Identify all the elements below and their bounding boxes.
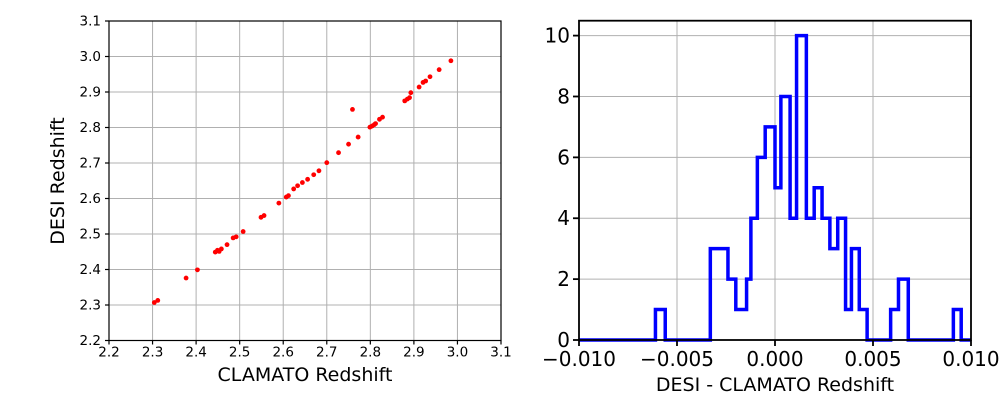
- y-tick-label: 4: [557, 206, 570, 230]
- y-tick-label: 3.0: [80, 49, 101, 65]
- x-tick-label: 3.0: [447, 345, 468, 361]
- x-tick-label: 0.005: [844, 347, 901, 371]
- axis-ticks: [105, 20, 502, 345]
- x-tick-label: 2.2: [98, 345, 119, 361]
- x-tick-label: −0.010: [542, 347, 616, 371]
- y-tick-label: 2.6: [80, 191, 101, 207]
- y-tick-label: 6: [557, 145, 570, 169]
- histogram-panel: −0.010 −0.005 0.000 0.005 0.010 0 2 4 6 8 10: [542, 19, 1000, 371]
- y-tick-label: 8: [557, 84, 570, 108]
- axis-ticks: [573, 34, 972, 346]
- x-tick-label: 2.9: [403, 345, 424, 361]
- scatter-points: [151, 58, 454, 305]
- y-tick-label: 2.4: [80, 262, 101, 278]
- tick-labels: 2.2 2.3 2.4 2.5 2.6 2.7 2.8 2.9 3.0 3.1 2.2 2.3 2.4 2…: [80, 14, 512, 361]
- y-tick-label: 2.2: [80, 333, 101, 349]
- scatter-ylabel: DESI Redshift: [47, 117, 69, 244]
- y-tick-label: 0: [557, 328, 570, 352]
- x-tick-label: 0.010: [942, 347, 999, 371]
- histogram-xlabel: DESI - CLAMATO Redshift: [656, 374, 894, 396]
- x-tick-label: 2.8: [360, 345, 381, 361]
- scatter-xlabel: CLAMATO Redshift: [218, 364, 393, 386]
- y-tick-label: 2.3: [80, 298, 101, 314]
- y-tick-label: 2.7: [80, 156, 101, 172]
- scatter-panel: 2.2 2.3 2.4 2.5 2.6 2.7 2.8 2.9 3.0 3.1 2.2 2.3 2.4 2…: [80, 14, 512, 361]
- x-tick-label: 2.6: [272, 345, 293, 361]
- x-tick-label: 2.5: [229, 345, 250, 361]
- y-tick-label: 10: [545, 24, 570, 48]
- tick-labels: −0.010 −0.005 0.000 0.005 0.010 0 2 4 6 8 10: [542, 24, 1000, 371]
- y-tick-label: 2: [557, 267, 570, 291]
- y-tick-label: 2.9: [80, 85, 101, 101]
- y-tick-label: 2.5: [80, 227, 101, 243]
- plot-frame: [108, 20, 502, 342]
- x-tick-label: −0.005: [640, 347, 714, 371]
- x-tick-label: 2.7: [316, 345, 337, 361]
- x-tick-label: 2.3: [142, 345, 163, 361]
- y-tick-label: 2.8: [80, 120, 101, 136]
- grid-lines: [108, 20, 502, 341]
- x-tick-label: 2.4: [185, 345, 206, 361]
- x-tick-label: 3.1: [490, 345, 511, 361]
- y-tick-label: 3.1: [80, 14, 101, 30]
- x-tick-label: 0.000: [746, 347, 803, 371]
- histogram-step-line: [579, 33, 971, 342]
